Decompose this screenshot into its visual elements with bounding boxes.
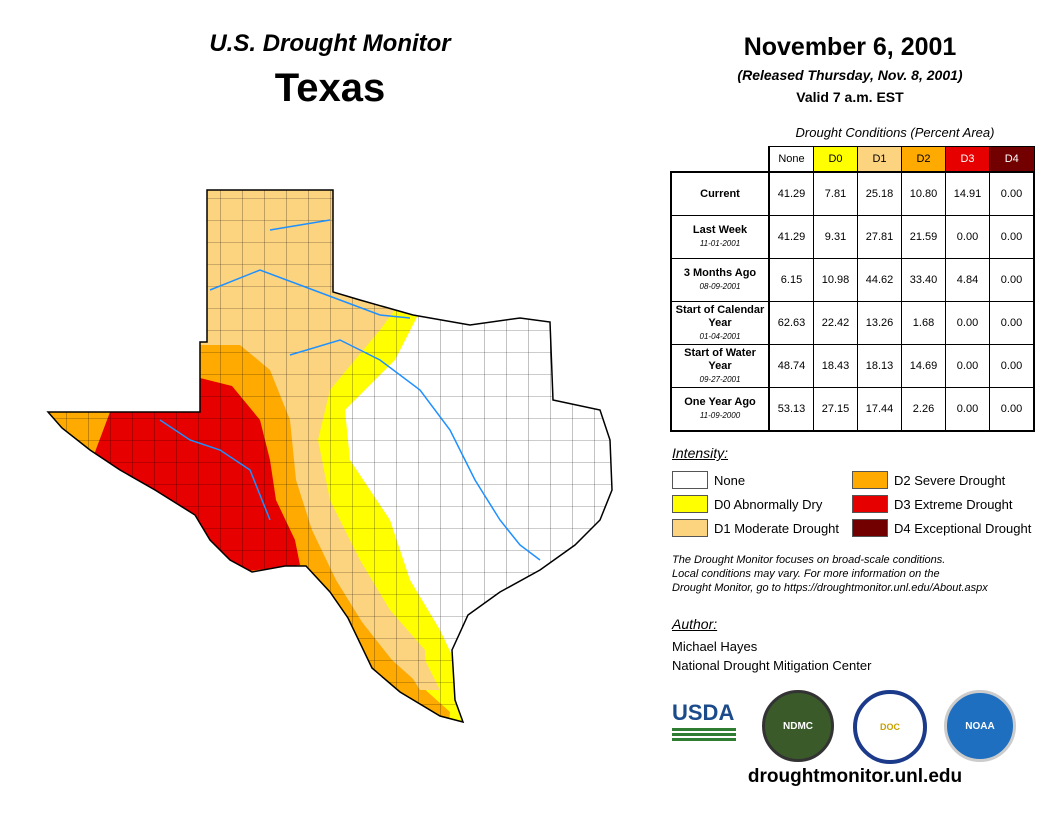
table-row: One Year Ago 11-09-2000 53.13 27.15 17.44 2.2…	[670, 387, 1035, 432]
disclaimer-note: The Drought Monitor focuses on broad-sca…	[672, 554, 988, 594]
row-label: One Year Ago 11-09-2000	[670, 387, 770, 432]
table-cell: 33.40	[901, 258, 946, 302]
column-header-d3: D3	[945, 146, 990, 173]
table-cell: 0.00	[989, 387, 1035, 432]
table-row: Current 41.29 7.81 25.18 10.80 14.91 0.00	[670, 171, 1035, 216]
table-cell: 21.59	[901, 215, 946, 259]
table-cell: 14.69	[901, 344, 946, 388]
legend-label: D2 Severe Drought	[894, 472, 1006, 488]
river	[289, 339, 541, 561]
table-cell: 25.18	[857, 171, 902, 216]
legend-label: None	[714, 472, 746, 488]
table-cell: 10.80	[901, 171, 946, 216]
table-cell: 1.68	[901, 301, 946, 345]
column-header-d1: D1	[857, 146, 902, 173]
table-cell: 0.00	[989, 171, 1035, 216]
table-cell: 48.74	[768, 344, 814, 388]
legend-swatch	[852, 495, 888, 513]
table-cell: 14.91	[945, 171, 990, 216]
table-cell: 41.29	[768, 215, 814, 259]
table-cell: 0.00	[945, 344, 990, 388]
table-row: 3 Months Ago 08-09-2001 6.15 10.98 44.62 33.4…	[670, 258, 1035, 302]
table-cell: 0.00	[945, 215, 990, 259]
map-date: November 6, 2001	[743, 33, 957, 61]
author-info: Michael Hayes National Drought Mitigatio…	[672, 637, 871, 675]
table-cell: 0.00	[945, 301, 990, 345]
table-cell: 0.00	[989, 344, 1035, 388]
column-header-d0: D0	[813, 146, 858, 173]
river	[209, 269, 411, 319]
column-header-d2: D2	[901, 146, 946, 173]
table-cell: 22.42	[813, 301, 858, 345]
legend-item: D1 Moderate Drought	[672, 519, 839, 537]
table-cell: 62.63	[768, 301, 814, 345]
legend-item: None	[672, 471, 745, 489]
legend-title: Intensity:	[672, 445, 729, 461]
row-label: 3 Months Ago 08-09-2001	[670, 258, 770, 302]
region-title: Texas	[274, 66, 386, 110]
table-cell: 9.31	[813, 215, 858, 259]
column-header-none: None	[768, 146, 814, 173]
table-cell: 2.26	[901, 387, 946, 432]
legend-label: D4 Exceptional Drought	[894, 520, 1032, 536]
release-date: (Released Thursday, Nov. 8, 2001)	[737, 67, 963, 83]
table-cell: 53.13	[768, 387, 814, 432]
table-row: Last Week 11-01-2001 41.29 9.31 27.81 21.59 0.…	[670, 215, 1035, 259]
column-header-d4: D4	[989, 146, 1035, 173]
table-cell: 0.00	[989, 258, 1035, 302]
legend-swatch	[852, 471, 888, 489]
commerce-logo: DOC	[853, 690, 927, 764]
table-cell: 41.29	[768, 171, 814, 216]
table-cell: 0.00	[989, 215, 1035, 259]
row-label: Start of Water Year 09-27-2001	[670, 344, 770, 388]
legend-swatch	[672, 471, 708, 489]
table-cell: 44.62	[857, 258, 902, 302]
table-cell: 6.15	[768, 258, 814, 302]
table-cell: 0.00	[945, 387, 990, 432]
table-caption: Drought Conditions (Percent Area)	[795, 125, 995, 140]
table-cell: 4.84	[945, 258, 990, 302]
row-label: Current	[670, 171, 770, 216]
legend-swatch	[672, 519, 708, 537]
row-label: Start of Calendar Year 01-04-2001	[670, 301, 770, 345]
website-link[interactable]: droughtmonitor.unl.edu	[747, 766, 963, 787]
author-name: Michael Hayes	[672, 639, 758, 654]
valid-time: Valid 7 a.m. EST	[796, 89, 904, 105]
table-cell: 18.43	[813, 344, 858, 388]
table-cell: 27.81	[857, 215, 902, 259]
table-row: Start of Calendar Year 01-04-2001 62.63 22.…	[670, 301, 1035, 345]
table-cell: 13.26	[857, 301, 902, 345]
noaa-logo: NOAA	[944, 690, 1016, 762]
table-cell: 10.98	[813, 258, 858, 302]
product-title: U.S. Drought Monitor	[209, 30, 451, 57]
legend-item: D2 Severe Drought	[852, 471, 1005, 489]
usda-logo: USDA	[672, 700, 736, 748]
author-title: Author:	[672, 616, 718, 632]
legend-item: D4 Exceptional Drought	[852, 519, 1031, 537]
ndmc-logo: NDMC	[762, 690, 834, 762]
table-cell: 18.13	[857, 344, 902, 388]
legend-label: D1 Moderate Drought	[714, 520, 840, 536]
legend-swatch	[672, 495, 708, 513]
legend-swatch	[852, 519, 888, 537]
river	[159, 419, 271, 521]
legend-item: D0 Abnormally Dry	[672, 495, 822, 513]
table-cell: 27.15	[813, 387, 858, 432]
table-cell: 7.81	[813, 171, 858, 216]
row-label: Last Week 11-01-2001	[670, 215, 770, 259]
texas-drought-map	[47, 189, 613, 723]
legend: Intensity:	[672, 445, 728, 461]
table-row: Start of Water Year 09-27-2001 48.74 18.43 1…	[670, 344, 1035, 388]
legend-label: D0 Abnormally Dry	[714, 496, 823, 512]
river	[269, 219, 331, 231]
legend-label: D3 Extreme Drought	[894, 496, 1013, 512]
table-cell: 17.44	[857, 387, 902, 432]
author-org: National Drought Mitigation Center	[672, 658, 872, 673]
legend-item: D3 Extreme Drought	[852, 495, 1013, 513]
drought-conditions-table: None D0 D1 D2 D3 D4 Current 41.29 7.81 25.18 10.8…	[670, 146, 1035, 432]
table-cell: 0.00	[989, 301, 1035, 345]
